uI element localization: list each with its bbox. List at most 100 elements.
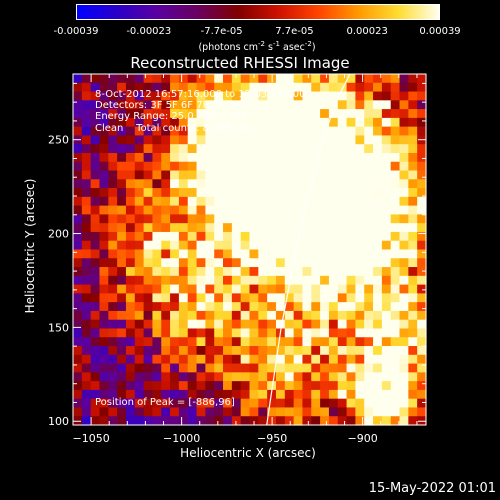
heatmap-cell (381, 82, 392, 93)
heatmap-cell (302, 74, 312, 84)
heatmap-cell (240, 337, 251, 347)
heatmap-cell (311, 381, 321, 391)
heatmap-cell (196, 337, 206, 347)
heatmap-cell (152, 74, 162, 84)
heatmap-cell (152, 109, 162, 119)
heatmap-cell (90, 196, 101, 207)
heatmap-cell (90, 117, 101, 128)
heatmap-cell (161, 223, 171, 233)
y-tick-label: 200 (48, 228, 69, 241)
heatmap-cell (337, 328, 348, 338)
heatmap-cell (161, 179, 171, 189)
heatmap-cell (293, 117, 304, 128)
heatmap-cell (214, 249, 224, 259)
heatmap-cell (152, 205, 162, 216)
heatmap-cell (311, 319, 321, 330)
heatmap-cell (143, 258, 154, 268)
heatmap-cell (170, 144, 180, 154)
heatmap-cell (90, 319, 101, 330)
heatmap-cell (178, 275, 189, 286)
heatmap-cell (328, 372, 339, 382)
colorbar-unit-label: (photons cm-2 s-1 asec-2) (198, 40, 316, 53)
heatmap-cell (125, 214, 136, 224)
heatmap-cell (267, 389, 277, 400)
heatmap-cell (170, 389, 180, 400)
heatmap-cell (117, 144, 127, 154)
heatmap-cell (231, 354, 242, 365)
heatmap-cell (205, 398, 215, 409)
heatmap-cell (161, 328, 171, 338)
heatmap-cell (320, 258, 330, 268)
heatmap-cell (196, 196, 206, 207)
heatmap-cell (231, 170, 242, 180)
heatmap-cell (249, 188, 259, 198)
heatmap-cell (258, 267, 268, 277)
heatmap-cell (249, 117, 259, 128)
heatmap-cell (390, 144, 401, 154)
heatmap-cell (390, 100, 401, 110)
heatmap-cell (231, 363, 242, 373)
heatmap-cell (355, 74, 365, 84)
heatmap-cell (81, 275, 92, 286)
heatmap-cell (346, 214, 356, 224)
heatmap-cell (408, 249, 418, 259)
heatmap-cell (90, 188, 101, 198)
heatmap-cell (108, 196, 118, 207)
heatmap-cell (178, 179, 189, 189)
heatmap-cell (187, 293, 198, 303)
heatmap-cell (258, 144, 268, 154)
heatmap-cell (73, 231, 83, 242)
heatmap-cell (258, 205, 268, 216)
heatmap-cell (381, 407, 392, 417)
heatmap-cell (267, 354, 277, 365)
heatmap-cell (258, 363, 268, 373)
heatmap-cell (161, 109, 171, 119)
heatmap-cell (125, 372, 136, 382)
heatmap-cell (346, 407, 356, 417)
heatmap-cell (249, 179, 259, 189)
heatmap-cell (187, 214, 198, 224)
heatmap-cell (143, 91, 154, 101)
heatmap-cell (117, 372, 127, 382)
heatmap-cell (73, 205, 83, 216)
heatmap-cell (178, 302, 189, 312)
heatmap-cell (152, 152, 162, 163)
heatmap-cell (373, 240, 383, 251)
heatmap-cell (408, 302, 418, 312)
heatmap-cell (90, 293, 101, 303)
heatmap-cell (99, 398, 109, 409)
heatmap-cell (178, 258, 189, 268)
heatmap-cell (311, 100, 321, 110)
heatmap-cell (231, 82, 242, 93)
heatmap-cell (373, 205, 383, 216)
heatmap-cell (161, 74, 171, 84)
heatmap-cell (381, 310, 392, 321)
heatmap-cell (117, 196, 127, 207)
heatmap-cell (328, 302, 339, 312)
heatmap-cell (143, 100, 154, 110)
heatmap-cell (364, 319, 374, 330)
heatmap-cell (381, 152, 392, 163)
heatmap-cell (187, 398, 198, 409)
heatmap-cell (381, 223, 392, 233)
heatmap-cell (417, 249, 427, 259)
heatmap-cell (178, 240, 189, 251)
heatmap-cell (417, 354, 427, 365)
heatmap-cell (231, 284, 242, 294)
heatmap-cell (364, 109, 374, 119)
heatmap-cell (81, 100, 92, 110)
heatmap-cell (373, 346, 383, 356)
heatmap-cell (231, 249, 242, 259)
timestamp: 15-May-2022 01:01 (368, 481, 496, 496)
heatmap-cell (152, 293, 162, 303)
heatmap-cell (399, 100, 409, 110)
heatmap-cell (275, 302, 286, 312)
heatmap-cell (355, 179, 365, 189)
heatmap-cell (205, 310, 215, 321)
heatmap-cell (223, 354, 233, 365)
heatmap-cell (293, 82, 304, 93)
heatmap-cell (178, 170, 189, 180)
heatmap-cell (240, 223, 251, 233)
heatmap-cell (90, 407, 101, 417)
heatmap-cell (373, 407, 383, 417)
